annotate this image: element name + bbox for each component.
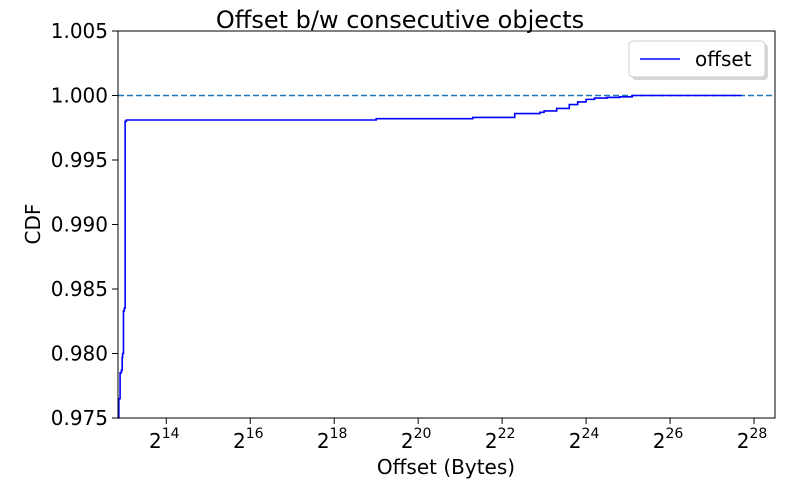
x-tick-label: 218	[317, 426, 348, 453]
legend-box	[628, 40, 766, 78]
x-axis-label: Offset (Bytes)	[377, 455, 515, 479]
y-tick-label: 0.995	[51, 148, 108, 172]
x-tick-label: 226	[653, 426, 684, 453]
legend: offset	[628, 40, 768, 80]
y-tick-label: 0.980	[51, 342, 108, 366]
y-tick-label: 0.975	[51, 406, 108, 430]
x-tick-label: 216	[233, 426, 264, 453]
y-tick-label: 1.000	[51, 84, 108, 108]
y-tick-label: 0.985	[51, 277, 108, 301]
plot-frame	[117, 30, 776, 419]
series-line-offset	[118, 94, 742, 419]
chart-title: Offset b/w consecutive objects	[216, 6, 584, 34]
plot-area: 0.975 0.980 0.985 0.990 0.995 1.000 1.005 214 21…	[51, 19, 776, 453]
y-tick-label: 0.990	[51, 213, 108, 237]
legend-label-offset: offset	[695, 47, 752, 71]
x-tick-label: 228	[737, 426, 768, 453]
x-tick-label: 224	[569, 426, 600, 453]
x-tick-label: 214	[149, 426, 180, 453]
x-tick-label: 220	[401, 426, 432, 453]
y-axis-label: CDF	[21, 204, 45, 245]
x-tick-label: 222	[485, 426, 516, 453]
y-tick-label: 1.005	[51, 19, 108, 43]
